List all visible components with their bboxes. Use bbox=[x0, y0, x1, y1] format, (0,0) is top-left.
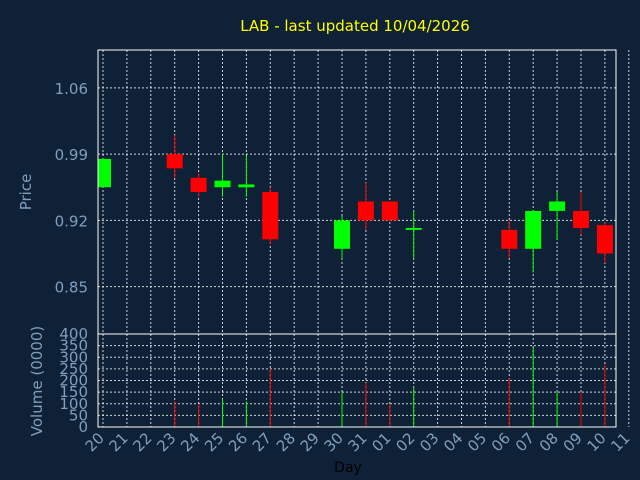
price-ytick-label: 1.06 bbox=[55, 80, 88, 98]
volume-ytick-label: 150 bbox=[59, 383, 88, 401]
candle-body bbox=[262, 192, 279, 240]
candle bbox=[238, 156, 255, 197]
candle-body bbox=[98, 158, 111, 188]
chart-title: LAB - last updated 10/04/2026 bbox=[240, 17, 470, 35]
volume-ytick-label: 250 bbox=[59, 360, 88, 378]
x-tick-labels: 2021222324252627282930310102030405060708… bbox=[82, 429, 634, 455]
candle bbox=[381, 201, 398, 221]
price-ytick-labels: 1.06 0.99 0.92 0.85 bbox=[55, 80, 88, 297]
candle-body bbox=[525, 210, 542, 249]
volume-ytick-label: 350 bbox=[59, 337, 88, 355]
price-axis-label: Price bbox=[17, 174, 35, 211]
volume-ytick-label: 50 bbox=[69, 406, 88, 424]
candle bbox=[214, 154, 231, 197]
candle-body bbox=[190, 177, 207, 192]
volume-axis-label: Volume (0000) bbox=[28, 326, 46, 436]
candle bbox=[525, 210, 542, 273]
candle-body bbox=[166, 154, 183, 169]
volume-ytick-label: 400 bbox=[59, 325, 88, 343]
candle bbox=[98, 158, 111, 188]
candle bbox=[549, 192, 566, 240]
candle bbox=[190, 173, 207, 197]
candle-body bbox=[238, 184, 255, 188]
candle bbox=[405, 210, 422, 259]
candle-body bbox=[334, 220, 350, 249]
candle bbox=[334, 215, 350, 259]
candle-body bbox=[549, 201, 566, 211]
volume-ytick-label: 300 bbox=[59, 348, 88, 366]
candle bbox=[357, 182, 374, 230]
price-ytick-label: 0.99 bbox=[55, 146, 88, 164]
candle-body bbox=[573, 210, 589, 228]
candles bbox=[98, 135, 613, 273]
volume-ytick-label: 0 bbox=[78, 418, 88, 436]
price-ytick-label: 0.85 bbox=[55, 279, 88, 297]
candle bbox=[573, 192, 589, 235]
volume-plot-border bbox=[97, 333, 617, 428]
candle bbox=[501, 220, 518, 259]
candle-body bbox=[596, 225, 613, 254]
volume-ytick-label: 200 bbox=[59, 372, 88, 390]
candle-body bbox=[214, 180, 231, 188]
price-panel: 1.06 0.99 0.92 0.85 Price bbox=[17, 49, 630, 335]
candle-body bbox=[501, 229, 518, 249]
volume-bars bbox=[174, 347, 606, 427]
price-ytick-label: 0.92 bbox=[55, 212, 88, 230]
volume-ytick-label: 100 bbox=[59, 395, 88, 413]
candle-body bbox=[357, 201, 374, 221]
x-axis-label: Day bbox=[334, 460, 362, 476]
candle bbox=[596, 222, 613, 263]
candle-body bbox=[405, 227, 422, 230]
candle-body bbox=[381, 201, 398, 221]
candle bbox=[262, 187, 279, 245]
candle bbox=[166, 135, 183, 178]
